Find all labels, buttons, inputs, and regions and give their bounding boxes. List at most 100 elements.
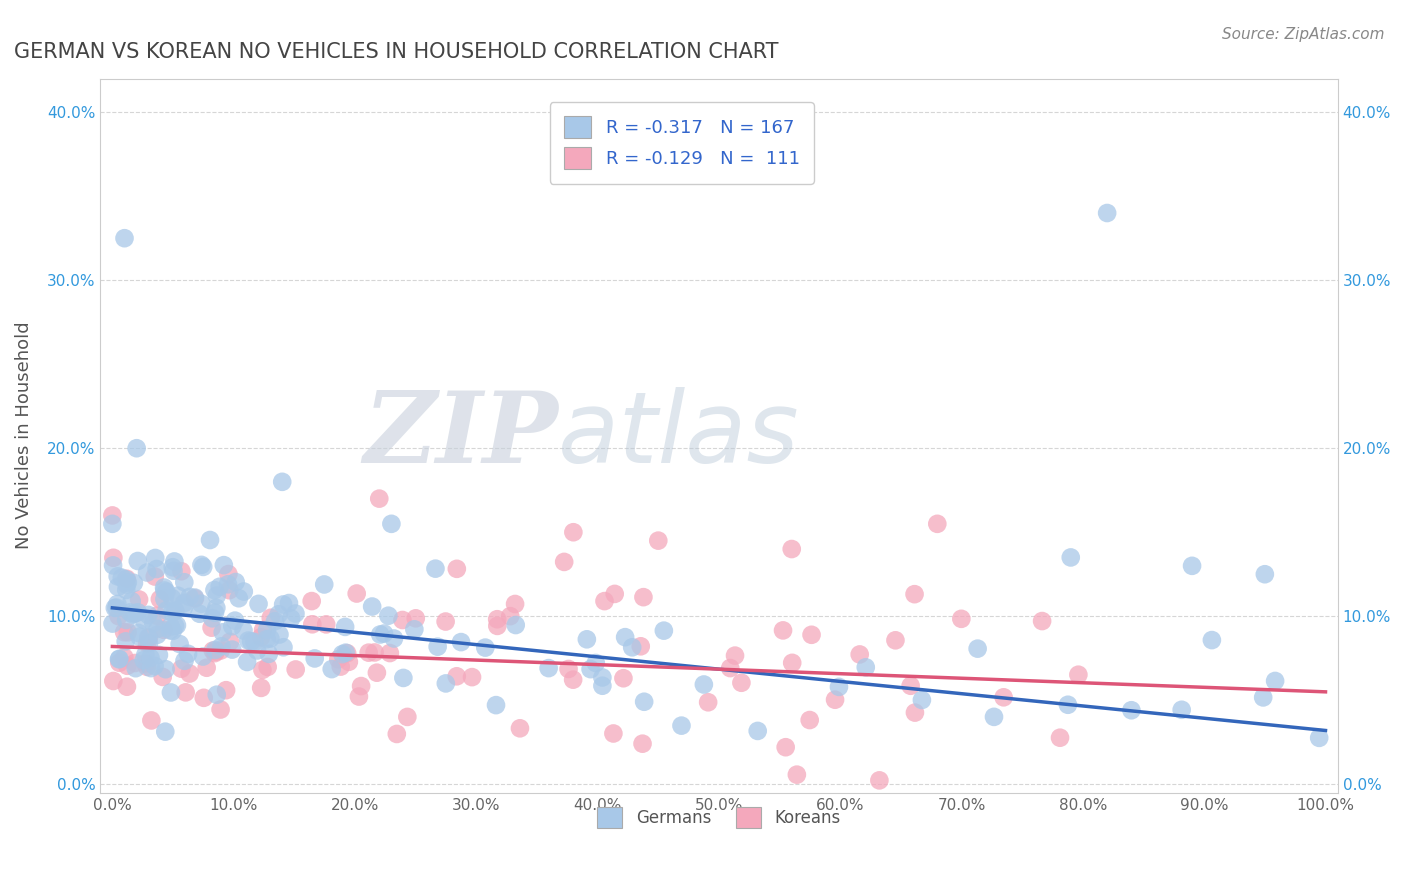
Point <box>450 635 472 649</box>
Text: atlas: atlas <box>558 387 800 484</box>
Point <box>143 569 166 583</box>
Point <box>103 550 125 565</box>
Point <box>284 663 307 677</box>
Point <box>250 630 273 644</box>
Point <box>378 646 401 660</box>
Point <box>127 605 149 619</box>
Point <box>221 619 243 633</box>
Point <box>927 516 949 531</box>
Point <box>146 622 169 636</box>
Point <box>153 581 176 595</box>
Point <box>562 673 585 687</box>
Point <box>602 726 624 740</box>
Point <box>633 695 655 709</box>
Point <box>486 619 509 633</box>
Point <box>115 572 138 586</box>
Point <box>377 608 399 623</box>
Point <box>828 680 851 694</box>
Point <box>143 551 166 566</box>
Point <box>799 713 821 727</box>
Point <box>630 640 652 654</box>
Point <box>115 613 138 627</box>
Y-axis label: No Vehicles in Household: No Vehicles in Household <box>15 322 32 549</box>
Point <box>139 661 162 675</box>
Point <box>173 654 195 668</box>
Point <box>269 627 291 641</box>
Point <box>366 665 388 680</box>
Point <box>585 656 607 670</box>
Point <box>107 609 129 624</box>
Point <box>160 685 183 699</box>
Point <box>631 737 654 751</box>
Point <box>446 669 468 683</box>
Point <box>148 648 170 662</box>
Point <box>205 644 228 658</box>
Point <box>170 564 193 578</box>
Point <box>1181 558 1204 573</box>
Point <box>134 648 156 662</box>
Point <box>405 611 427 625</box>
Point <box>1308 731 1330 745</box>
Point <box>724 648 747 663</box>
Point <box>280 611 302 625</box>
Point <box>240 634 263 648</box>
Point <box>117 625 139 640</box>
Point <box>125 441 148 455</box>
Point <box>368 491 391 506</box>
Point <box>1049 731 1071 745</box>
Point <box>321 662 343 676</box>
Point <box>396 710 419 724</box>
Point <box>205 600 228 615</box>
Text: GERMAN VS KOREAN NO VEHICLES IN HOUSEHOLD CORRELATION CHART: GERMAN VS KOREAN NO VEHICLES IN HOUSEHOL… <box>14 42 778 62</box>
Point <box>503 597 526 611</box>
Point <box>232 584 254 599</box>
Point <box>1057 698 1080 712</box>
Point <box>135 657 157 671</box>
Point <box>218 583 240 598</box>
Point <box>612 671 634 685</box>
Point <box>392 671 415 685</box>
Point <box>124 661 146 675</box>
Point <box>1121 703 1143 717</box>
Point <box>301 617 323 632</box>
Point <box>361 599 384 614</box>
Point <box>105 600 128 615</box>
Point <box>162 606 184 620</box>
Point <box>993 690 1015 705</box>
Point <box>267 607 290 622</box>
Point <box>114 231 136 245</box>
Point <box>124 606 146 620</box>
Point <box>335 646 357 660</box>
Point <box>593 594 616 608</box>
Point <box>228 591 250 606</box>
Point <box>204 646 226 660</box>
Point <box>167 589 190 603</box>
Point <box>153 583 176 598</box>
Point <box>1095 206 1118 220</box>
Point <box>212 558 235 573</box>
Point <box>238 633 260 648</box>
Point <box>697 695 720 709</box>
Point <box>780 656 803 670</box>
Point <box>260 611 283 625</box>
Point <box>162 560 184 574</box>
Point <box>1170 703 1192 717</box>
Point <box>112 650 135 665</box>
Point <box>165 604 187 618</box>
Point <box>273 640 295 655</box>
Legend: Germans, Koreans: Germans, Koreans <box>591 801 848 834</box>
Point <box>114 634 136 648</box>
Point <box>169 637 191 651</box>
Point <box>775 740 797 755</box>
Point <box>104 601 127 615</box>
Point <box>127 626 149 640</box>
Point <box>304 651 326 665</box>
Point <box>426 640 449 654</box>
Point <box>209 702 232 716</box>
Point <box>434 676 457 690</box>
Point <box>505 618 527 632</box>
Point <box>966 641 988 656</box>
Point <box>350 679 373 693</box>
Point <box>301 594 323 608</box>
Point <box>153 623 176 637</box>
